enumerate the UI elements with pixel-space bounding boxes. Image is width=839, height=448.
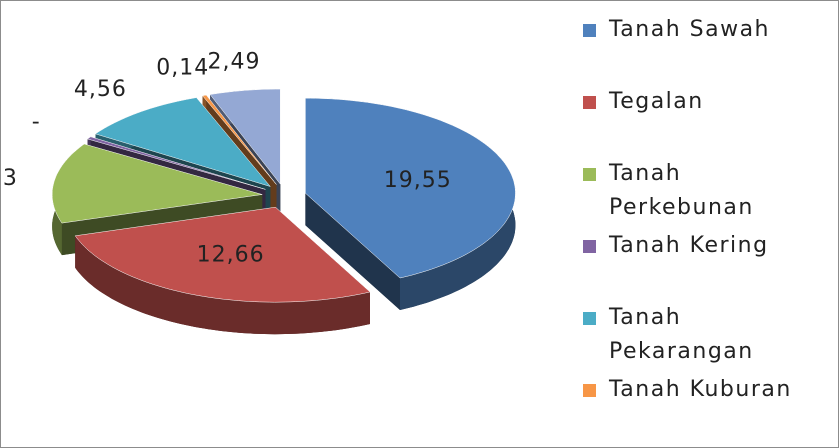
legend-swatch [583, 168, 596, 181]
legend-swatch [583, 24, 596, 37]
data-label: 0,14 [156, 56, 209, 81]
data-label: 2,49 [208, 49, 261, 74]
legend-swatch [583, 240, 596, 253]
slice [305, 97, 516, 310]
slice-top [94, 97, 272, 187]
data-label: 4,56 [74, 77, 127, 102]
legend-label: Tegalan [609, 89, 704, 114]
legend-swatch [583, 384, 596, 397]
pie-area: 19,55 12,66 6,33 - 4,56 0,142,49 [1, 49, 516, 335]
slice-top [202, 94, 277, 185]
legend-label: Tanah Kering [609, 233, 769, 258]
legend-label: Tanah Perkebunan [609, 161, 754, 220]
legend-item: Tanah Kering [581, 229, 821, 301]
slice-side [305, 193, 400, 310]
legend-item: Tegalan [581, 85, 821, 157]
legend-item: Tanah Kuburan [581, 373, 821, 445]
data-label: - [32, 109, 41, 134]
slice-top [74, 206, 371, 303]
data-label: 6,33 [1, 166, 18, 191]
legend-label: Tanah Pekarangan [609, 305, 754, 364]
legend-label: Tanah Sawah [609, 17, 771, 42]
legend-item: Tanah Pekarangan [581, 301, 821, 373]
legend-item: Tanah Perkebunan [581, 157, 821, 229]
data-label: 19,55 [384, 168, 452, 193]
slice-top [305, 97, 516, 279]
legend-item: Tanah Sawah [581, 13, 821, 85]
legend-label: Tanah Kuburan [609, 377, 792, 402]
legend-swatch [583, 312, 596, 325]
data-label: 12,66 [197, 242, 265, 267]
slice-top [51, 143, 263, 224]
legend: Tanah Sawah Tegalan Tanah Perkebunan Tanah … [581, 13, 821, 445]
legend-swatch [583, 96, 596, 109]
slice-top [87, 136, 266, 190]
slice [74, 206, 371, 335]
slice-rim [75, 235, 370, 335]
slice-top [209, 88, 281, 185]
